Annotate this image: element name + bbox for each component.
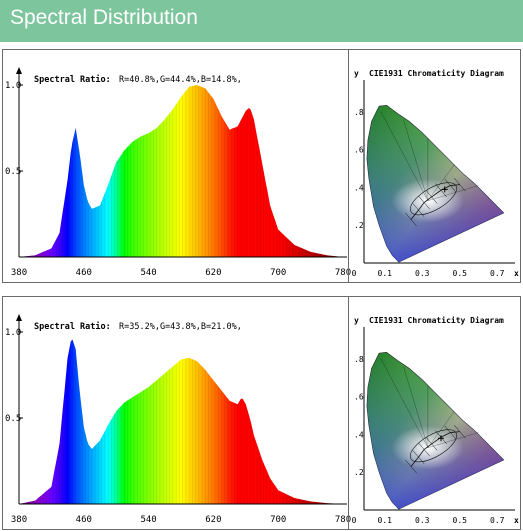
- cie-x-tick-label: 0.1: [378, 269, 393, 278]
- x-tick-label: 620: [205, 268, 221, 278]
- cie-y-axis-label: y: [354, 69, 359, 78]
- iso-temp-line: [418, 442, 430, 457]
- panel-divider: [348, 50, 349, 282]
- cie-x-tick-label: 0: [352, 516, 357, 525]
- cie-x-tick-label: 0.3: [415, 516, 430, 525]
- iso-temp-line: [444, 425, 457, 440]
- hue-line: [403, 366, 429, 448]
- x-tick-label: 380: [11, 515, 27, 525]
- spectrum-area: [19, 85, 343, 257]
- chromaticity-marker-icon: [441, 186, 448, 193]
- x-tick-label: 540: [140, 515, 156, 525]
- cie-y-tick-label: .6: [354, 146, 364, 155]
- cie-y-tick-label: .4: [354, 430, 364, 439]
- hue-line: [427, 185, 479, 201]
- y-axis-arrow-icon: [16, 314, 22, 321]
- x-tick-label: 780: [335, 515, 351, 525]
- hue-line: [427, 164, 455, 201]
- cie-x-tick-label: 0.7: [490, 269, 505, 278]
- cie-y-tick-label: .8: [354, 355, 364, 364]
- spectral-ratio-label: Spectral Ratio:: [34, 74, 111, 85]
- cie-title: CIE1931 Chromaticity Diagram: [369, 68, 504, 78]
- iso-temp-line: [405, 459, 417, 474]
- y-tick-label: 0.5: [5, 167, 21, 177]
- cie-title: CIE1931 Chromaticity Diagram: [369, 315, 504, 325]
- cie-x-tick-label: 0.5: [453, 269, 468, 278]
- cie-y-axis-label: y: [354, 316, 359, 325]
- x-tick-label: 540: [140, 268, 156, 278]
- cie-y-tick-label: .2: [354, 468, 364, 477]
- page-title: Spectral Distribution: [10, 6, 198, 29]
- hue-line: [380, 111, 429, 201]
- iso-temp-line: [425, 190, 438, 204]
- iso-temp-line: [453, 424, 466, 439]
- hue-line: [380, 358, 429, 448]
- cie-y-tick-label: .2: [354, 221, 364, 230]
- spectral-ratio-values: R=35.2%,G=43.8%,B=21.0%,: [119, 322, 242, 332]
- cie-x-axis-label: x: [514, 269, 519, 278]
- cie-white-region: [391, 425, 464, 470]
- iso-temp-line: [425, 437, 438, 451]
- iso-temp-line: [453, 177, 466, 192]
- spectrum-area: [19, 339, 343, 504]
- cie-x-tick-label: 0.1: [378, 516, 393, 525]
- cie-x-tick-label: 0: [352, 269, 357, 278]
- x-tick-label: 380: [11, 268, 27, 278]
- y-tick-label: 1.0: [5, 81, 21, 91]
- x-tick-label: 460: [76, 515, 92, 525]
- iso-temp-line: [418, 195, 430, 210]
- hue-line: [403, 119, 429, 201]
- hue-line: [427, 411, 455, 448]
- iso-temp-line: [444, 178, 457, 193]
- y-tick-label: 0.5: [5, 414, 21, 424]
- x-tick-label: 460: [76, 268, 92, 278]
- cie-y-tick-label: .4: [354, 183, 364, 192]
- hue-line: [427, 432, 479, 448]
- cie-x-tick-label: 0.3: [415, 269, 430, 278]
- spectrum-panel-1: 380 460 540 620 700 780 1.0 0.5 Spectral Ratio: R…: [2, 49, 521, 283]
- x-tick-label: 620: [205, 515, 221, 525]
- iso-temp-line: [435, 183, 447, 198]
- x-tick-label: 780: [335, 268, 351, 278]
- x-tick-label: 700: [270, 515, 286, 525]
- cie-y-tick-label: .6: [354, 393, 364, 402]
- spectrum-panel-2: 380 460 540 620 700 780 1.0 0.5 Spectral Ratio: R…: [2, 296, 521, 530]
- cie-x-tick-label: 0.7: [490, 516, 505, 525]
- cie-x-tick-label: 0.5: [453, 516, 468, 525]
- cie-y-tick-label: .8: [354, 108, 364, 117]
- macadam-ellipse: [410, 429, 457, 463]
- cie-x-axis-label: x: [514, 516, 519, 525]
- spectral-ratio-label: Spectral Ratio:: [34, 321, 111, 332]
- spectrum-chart-1: 380 460 540 620 700 780 1.0 0.5 Spectral Ratio: R…: [5, 67, 519, 278]
- header-bar: Spectral Distribution: [0, 0, 523, 42]
- y-axis-arrow-icon: [16, 67, 22, 74]
- macadam-ellipse: [410, 182, 457, 216]
- spectrum-chart-2: 380 460 540 620 700 780 1.0 0.5 Spectral Ratio: R…: [5, 314, 519, 525]
- chromaticity-marker-icon: [438, 435, 444, 442]
- iso-temp-line: [405, 212, 417, 227]
- x-tick-label: 700: [270, 268, 286, 278]
- spectral-ratio-values: R=40.8%,G=44.4%,B=14.8%,: [119, 75, 242, 85]
- y-tick-label: 1.0: [5, 328, 21, 338]
- panel-divider: [348, 297, 349, 529]
